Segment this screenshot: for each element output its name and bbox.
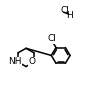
Text: Cl: Cl	[47, 34, 56, 43]
Text: Cl: Cl	[60, 6, 69, 15]
Text: NH: NH	[8, 58, 22, 66]
Text: O: O	[28, 58, 35, 66]
Text: H: H	[67, 11, 73, 20]
